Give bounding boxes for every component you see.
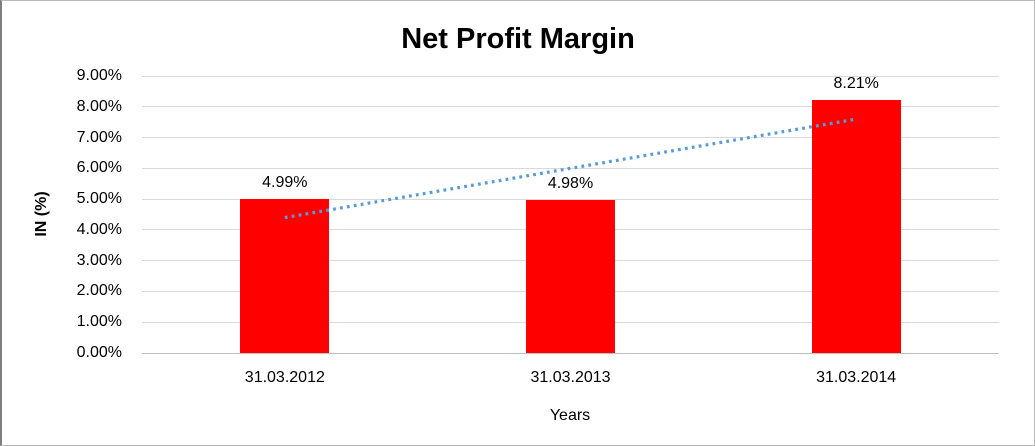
gridline bbox=[142, 106, 999, 108]
trendline bbox=[284, 117, 857, 220]
gridline bbox=[142, 75, 999, 77]
gridline bbox=[142, 167, 999, 169]
y-tick-label: 1.00% bbox=[76, 313, 122, 331]
x-tick-label: 31.03.2012 bbox=[244, 369, 325, 386]
y-tick-label: 3.00% bbox=[76, 251, 122, 269]
bar bbox=[526, 199, 615, 353]
x-tick-label: 31.03.2014 bbox=[816, 369, 897, 386]
bar bbox=[240, 199, 330, 353]
plot-area: 4.99% 4.98% 8.21% bbox=[142, 75, 999, 354]
y-tick-label: 2.00% bbox=[76, 282, 122, 300]
x-axis-line bbox=[142, 352, 999, 354]
bar-value-label: 4.99% bbox=[262, 174, 308, 192]
x-axis-title: Years bbox=[549, 407, 591, 424]
y-tick-label: 5.00% bbox=[76, 190, 122, 208]
bar bbox=[811, 100, 901, 353]
y-tick-label: 8.00% bbox=[76, 97, 122, 115]
bar-value-label: 8.21% bbox=[833, 75, 879, 93]
y-axis-ticks: 0.00% 1.00% 2.00% 3.00% 4.00% 5.00% 6.00% 7.00%… bbox=[2, 67, 132, 361]
y-tick-label: 6.00% bbox=[76, 159, 122, 177]
y-tick-label: 9.00% bbox=[76, 67, 122, 84]
chart-title: Net Profit Margin bbox=[401, 23, 635, 55]
gridline bbox=[142, 198, 999, 200]
gridline bbox=[142, 137, 999, 139]
x-tick-label: 31.03.2013 bbox=[530, 369, 611, 386]
y-tick-label: 0.00% bbox=[76, 344, 122, 361]
y-tick-label: 4.00% bbox=[76, 220, 122, 238]
bar-value-label: 4.98% bbox=[547, 174, 594, 192]
y-tick-label: 7.00% bbox=[76, 128, 122, 146]
x-axis-ticks: 31.03.2012 31.03.2013 31.03.2014 bbox=[142, 369, 999, 389]
